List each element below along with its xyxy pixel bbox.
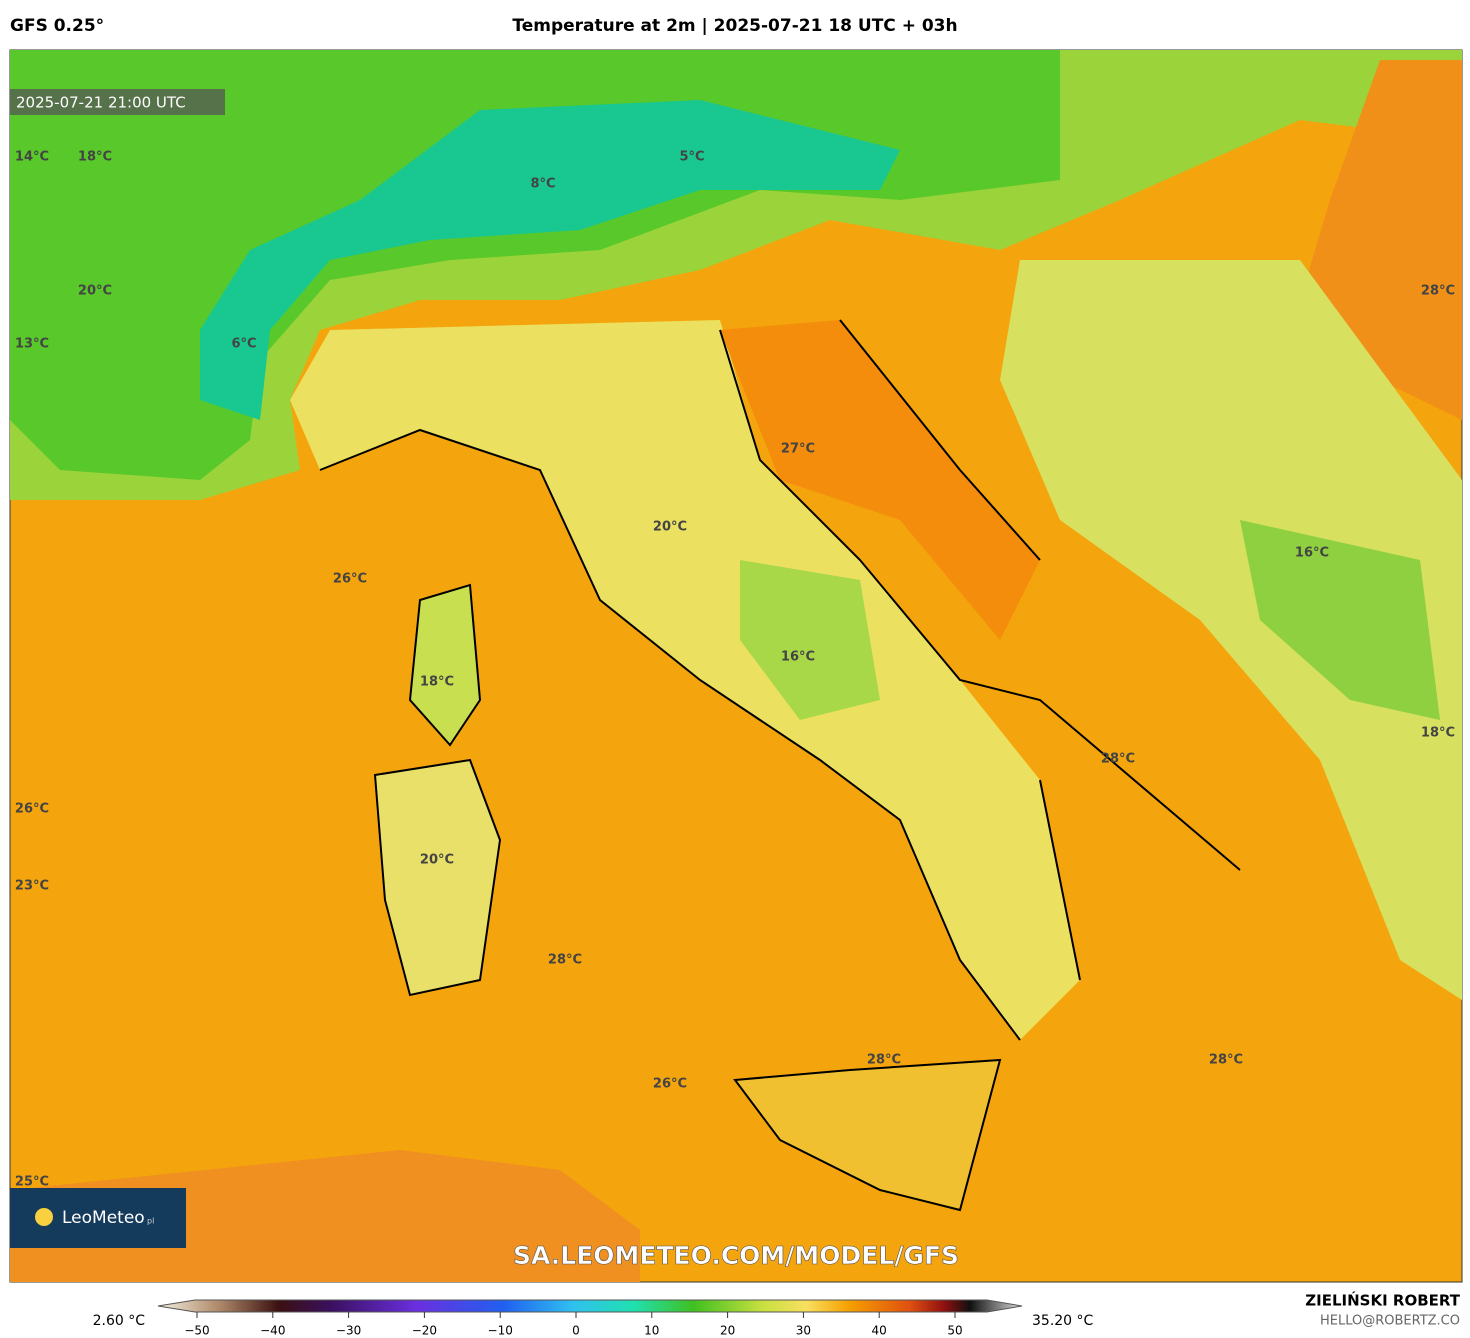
africa — [10, 1150, 640, 1282]
temperature-label: 16°C — [1295, 546, 1329, 561]
temperature-labels: 14°C 18°C 5°C 8°C 20°C 28°C 13°C 6°C 27°C 20°C 26°… — [15, 150, 1455, 1190]
model-name: GFS 0.25° — [10, 16, 104, 36]
colorbar-scale — [157, 1299, 1023, 1313]
colorbar: 2.60 °C 35.20 °C −50 −40 −30 −20 −10 0 10 20 30 4… — [93, 1299, 1094, 1338]
balkan-zone — [1000, 260, 1462, 1000]
email: HELLO@ROBERTZ.CO — [1320, 1314, 1460, 1329]
temperature-label: 28°C — [548, 953, 582, 968]
colorbar-min: 2.60 °C — [93, 1313, 146, 1329]
temperature-label: 8°C — [530, 177, 555, 192]
temperature-label: 18°C — [78, 150, 112, 165]
colorbar-tick-label: 50 — [947, 1324, 962, 1338]
temperature-label: 23°C — [15, 879, 49, 894]
temperature-label: 28°C — [867, 1053, 901, 1068]
balkan-cool — [1240, 520, 1440, 720]
timestamp-box — [10, 89, 225, 115]
apennines — [740, 560, 880, 720]
temperature-label: 13°C — [15, 337, 49, 352]
coastline — [319, 319, 1241, 1041]
temperature-label: 26°C — [333, 572, 367, 587]
logo-suffix: pl — [147, 1217, 154, 1226]
temperature-label: 28°C — [1421, 284, 1455, 299]
colorbar-tick-label: −40 — [260, 1324, 285, 1338]
colorbar-tick-label: −30 — [336, 1324, 361, 1338]
sicily — [735, 1060, 1000, 1210]
italy — [290, 320, 1080, 1040]
temperature-label: 18°C — [420, 675, 454, 690]
temperature-label: 20°C — [78, 284, 112, 299]
colorbar-tick-label: 30 — [796, 1324, 811, 1338]
colorbar-tick-label: −10 — [488, 1324, 513, 1338]
temperature-label: 5°C — [679, 150, 704, 165]
island-coast — [373, 583, 1002, 1212]
temperature-label: 26°C — [15, 802, 49, 817]
adriatic — [720, 320, 1040, 640]
colorbar-max: 35.20 °C — [1032, 1313, 1094, 1329]
corsica — [410, 585, 480, 745]
temperature-label: 25°C — [15, 1175, 49, 1190]
sardinia — [375, 760, 500, 995]
temperature-label: 20°C — [420, 853, 454, 868]
colorbar-tick-label: −50 — [184, 1324, 209, 1338]
map-area: 2025-07-21 21:00 UTC 14°C 18°C 5°C 8°C 20°C 2… — [9, 49, 1463, 1283]
map-title: Temperature at 2m | 2025-07-21 18 UTC + … — [512, 16, 957, 36]
colorbar-tick-label: 20 — [720, 1324, 735, 1338]
logo-sun — [35, 1208, 53, 1226]
colorbar-ticks: −50 −40 −30 −20 −10 0 10 20 30 40 50 — [184, 1312, 963, 1338]
colorbar-tick-label: 40 — [872, 1324, 887, 1338]
colorbar-tick-label: 0 — [572, 1324, 580, 1338]
temperature-label: 20°C — [653, 520, 687, 535]
temperature-label: 18°C — [1421, 726, 1455, 741]
temperature-label: 16°C — [781, 650, 815, 665]
author: ZIELIŃSKI ROBERT — [1305, 1291, 1460, 1310]
colorbar-tick-label: −20 — [412, 1324, 437, 1338]
temperature-label: 28°C — [1101, 752, 1135, 767]
timestamp: 2025-07-21 21:00 UTC — [16, 94, 186, 112]
temperature-label: 28°C — [1209, 1053, 1243, 1068]
alps-zone — [200, 100, 900, 420]
temperature-label: 14°C — [15, 150, 49, 165]
logo-text: LeoMeteo — [62, 1208, 145, 1228]
temperature-label: 26°C — [653, 1077, 687, 1092]
colorbar-tick-label: 10 — [644, 1324, 659, 1338]
temperature-label: 6°C — [231, 337, 256, 352]
temperature-label: 27°C — [781, 442, 815, 457]
watermark: SA.LEOMETEO.COM/MODEL/GFS — [513, 1241, 959, 1270]
